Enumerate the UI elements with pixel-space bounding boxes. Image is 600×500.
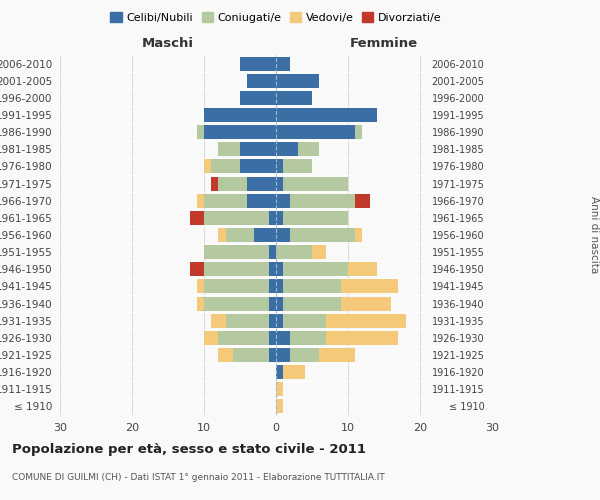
Bar [269, 211, 276, 225]
Bar [218, 176, 247, 190]
Bar [276, 56, 290, 70]
Bar [355, 228, 362, 242]
Text: Maschi: Maschi [142, 37, 194, 50]
Bar [247, 74, 276, 88]
Text: Femmine: Femmine [350, 37, 418, 50]
Bar [204, 125, 276, 139]
Legend: Celibi/Nubili, Coniugati/e, Vedovi/e, Divorziati/e: Celibi/Nubili, Coniugati/e, Vedovi/e, Di… [106, 8, 446, 28]
Bar [276, 314, 283, 328]
Bar [283, 314, 326, 328]
Bar [247, 176, 276, 190]
Bar [204, 211, 269, 225]
Bar [269, 348, 276, 362]
Bar [211, 314, 226, 328]
Bar [276, 228, 290, 242]
Bar [298, 142, 319, 156]
Bar [226, 228, 254, 242]
Text: Popolazione per età, sesso e stato civile - 2011: Popolazione per età, sesso e stato civil… [12, 442, 366, 456]
Bar [218, 331, 269, 345]
Bar [276, 382, 283, 396]
Bar [276, 280, 283, 293]
Bar [190, 211, 204, 225]
Bar [348, 262, 377, 276]
Bar [283, 280, 341, 293]
Bar [283, 176, 348, 190]
Bar [276, 74, 319, 88]
Bar [204, 262, 269, 276]
Bar [247, 194, 276, 207]
Bar [276, 348, 290, 362]
Bar [269, 314, 276, 328]
Bar [276, 365, 283, 379]
Bar [276, 176, 283, 190]
Bar [204, 108, 276, 122]
Bar [204, 160, 211, 173]
Bar [240, 160, 276, 173]
Bar [355, 194, 370, 207]
Bar [240, 142, 276, 156]
Bar [204, 194, 247, 207]
Bar [283, 160, 312, 173]
Text: COMUNE DI GUILMI (CH) - Dati ISTAT 1° gennaio 2011 - Elaborazione TUTTITALIA.IT: COMUNE DI GUILMI (CH) - Dati ISTAT 1° ge… [12, 472, 385, 482]
Bar [283, 296, 341, 310]
Bar [276, 160, 283, 173]
Bar [204, 245, 269, 259]
Bar [197, 280, 204, 293]
Bar [290, 331, 326, 345]
Bar [276, 194, 290, 207]
Text: Anni di nascita: Anni di nascita [589, 196, 599, 274]
Bar [276, 245, 312, 259]
Bar [218, 348, 233, 362]
Bar [276, 262, 283, 276]
Bar [276, 296, 283, 310]
Bar [290, 228, 355, 242]
Bar [276, 211, 283, 225]
Bar [355, 125, 362, 139]
Bar [290, 194, 355, 207]
Bar [312, 245, 326, 259]
Bar [197, 125, 204, 139]
Bar [269, 280, 276, 293]
Bar [276, 142, 298, 156]
Bar [341, 296, 391, 310]
Bar [269, 296, 276, 310]
Bar [283, 365, 305, 379]
Bar [197, 296, 204, 310]
Bar [190, 262, 204, 276]
Bar [211, 160, 240, 173]
Bar [226, 314, 269, 328]
Bar [240, 91, 276, 105]
Bar [254, 228, 276, 242]
Bar [283, 211, 348, 225]
Bar [290, 348, 319, 362]
Bar [269, 331, 276, 345]
Bar [218, 228, 226, 242]
Bar [269, 262, 276, 276]
Bar [197, 194, 204, 207]
Bar [233, 348, 269, 362]
Bar [326, 314, 406, 328]
Bar [326, 331, 398, 345]
Bar [276, 400, 283, 413]
Bar [276, 331, 290, 345]
Bar [283, 262, 348, 276]
Bar [204, 280, 269, 293]
Bar [240, 56, 276, 70]
Bar [211, 176, 218, 190]
Bar [276, 108, 377, 122]
Bar [276, 91, 312, 105]
Bar [341, 280, 398, 293]
Bar [218, 142, 240, 156]
Bar [269, 245, 276, 259]
Bar [204, 331, 218, 345]
Bar [204, 296, 269, 310]
Bar [319, 348, 355, 362]
Bar [276, 125, 355, 139]
